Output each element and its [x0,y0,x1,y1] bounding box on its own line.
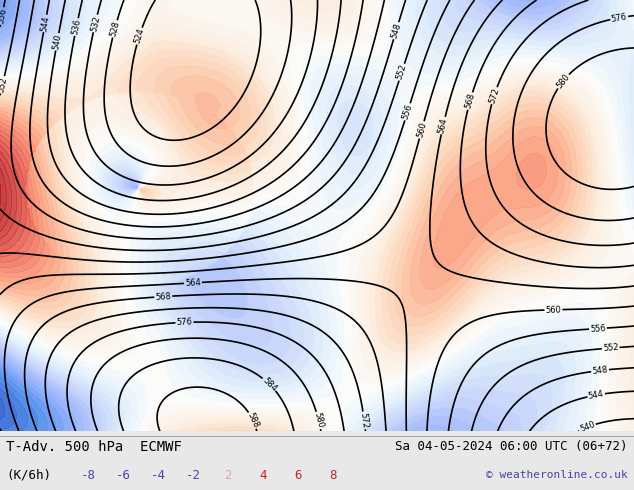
Text: 564: 564 [184,278,201,288]
Text: Sa 04-05-2024 06:00 UTC (06+72): Sa 04-05-2024 06:00 UTC (06+72) [395,440,628,453]
Text: 588: 588 [245,411,261,430]
Text: © weatheronline.co.uk: © weatheronline.co.uk [486,470,628,480]
Text: 532: 532 [89,15,101,32]
Text: 540: 540 [578,420,597,434]
Text: 572: 572 [488,87,501,104]
Text: 560: 560 [545,305,562,315]
Text: 548: 548 [592,365,609,376]
Text: 584: 584 [261,375,278,393]
Text: 552: 552 [0,76,9,94]
Text: 576: 576 [611,12,628,24]
Text: 568: 568 [155,292,172,302]
Text: 528: 528 [108,20,121,38]
Text: 552: 552 [395,63,408,81]
Text: 576: 576 [176,318,193,327]
Text: 580: 580 [313,412,325,429]
Text: 556: 556 [590,323,606,334]
Text: 524: 524 [133,27,146,45]
Text: -6: -6 [116,469,131,482]
Text: -4: -4 [151,469,166,482]
Text: 548: 548 [390,22,403,40]
Text: 8: 8 [329,469,337,482]
Text: (K/6h): (K/6h) [6,469,51,482]
Text: 536: 536 [70,18,82,36]
Text: 568: 568 [463,92,477,110]
Text: 540: 540 [51,33,63,50]
Text: 580: 580 [555,72,571,90]
Text: -8: -8 [81,469,96,482]
Text: 544: 544 [588,389,605,401]
Text: 556: 556 [401,103,414,121]
Text: 560: 560 [415,121,428,139]
Text: 572: 572 [359,412,370,429]
Text: 544: 544 [39,15,51,32]
Text: -2: -2 [186,469,201,482]
Text: 2: 2 [224,469,232,482]
Text: 552: 552 [602,343,619,353]
Text: 556: 556 [0,7,8,24]
Text: 564: 564 [437,117,450,134]
Text: 6: 6 [294,469,302,482]
Text: 4: 4 [259,469,267,482]
Text: T-Adv. 500 hPa  ECMWF: T-Adv. 500 hPa ECMWF [6,440,182,454]
